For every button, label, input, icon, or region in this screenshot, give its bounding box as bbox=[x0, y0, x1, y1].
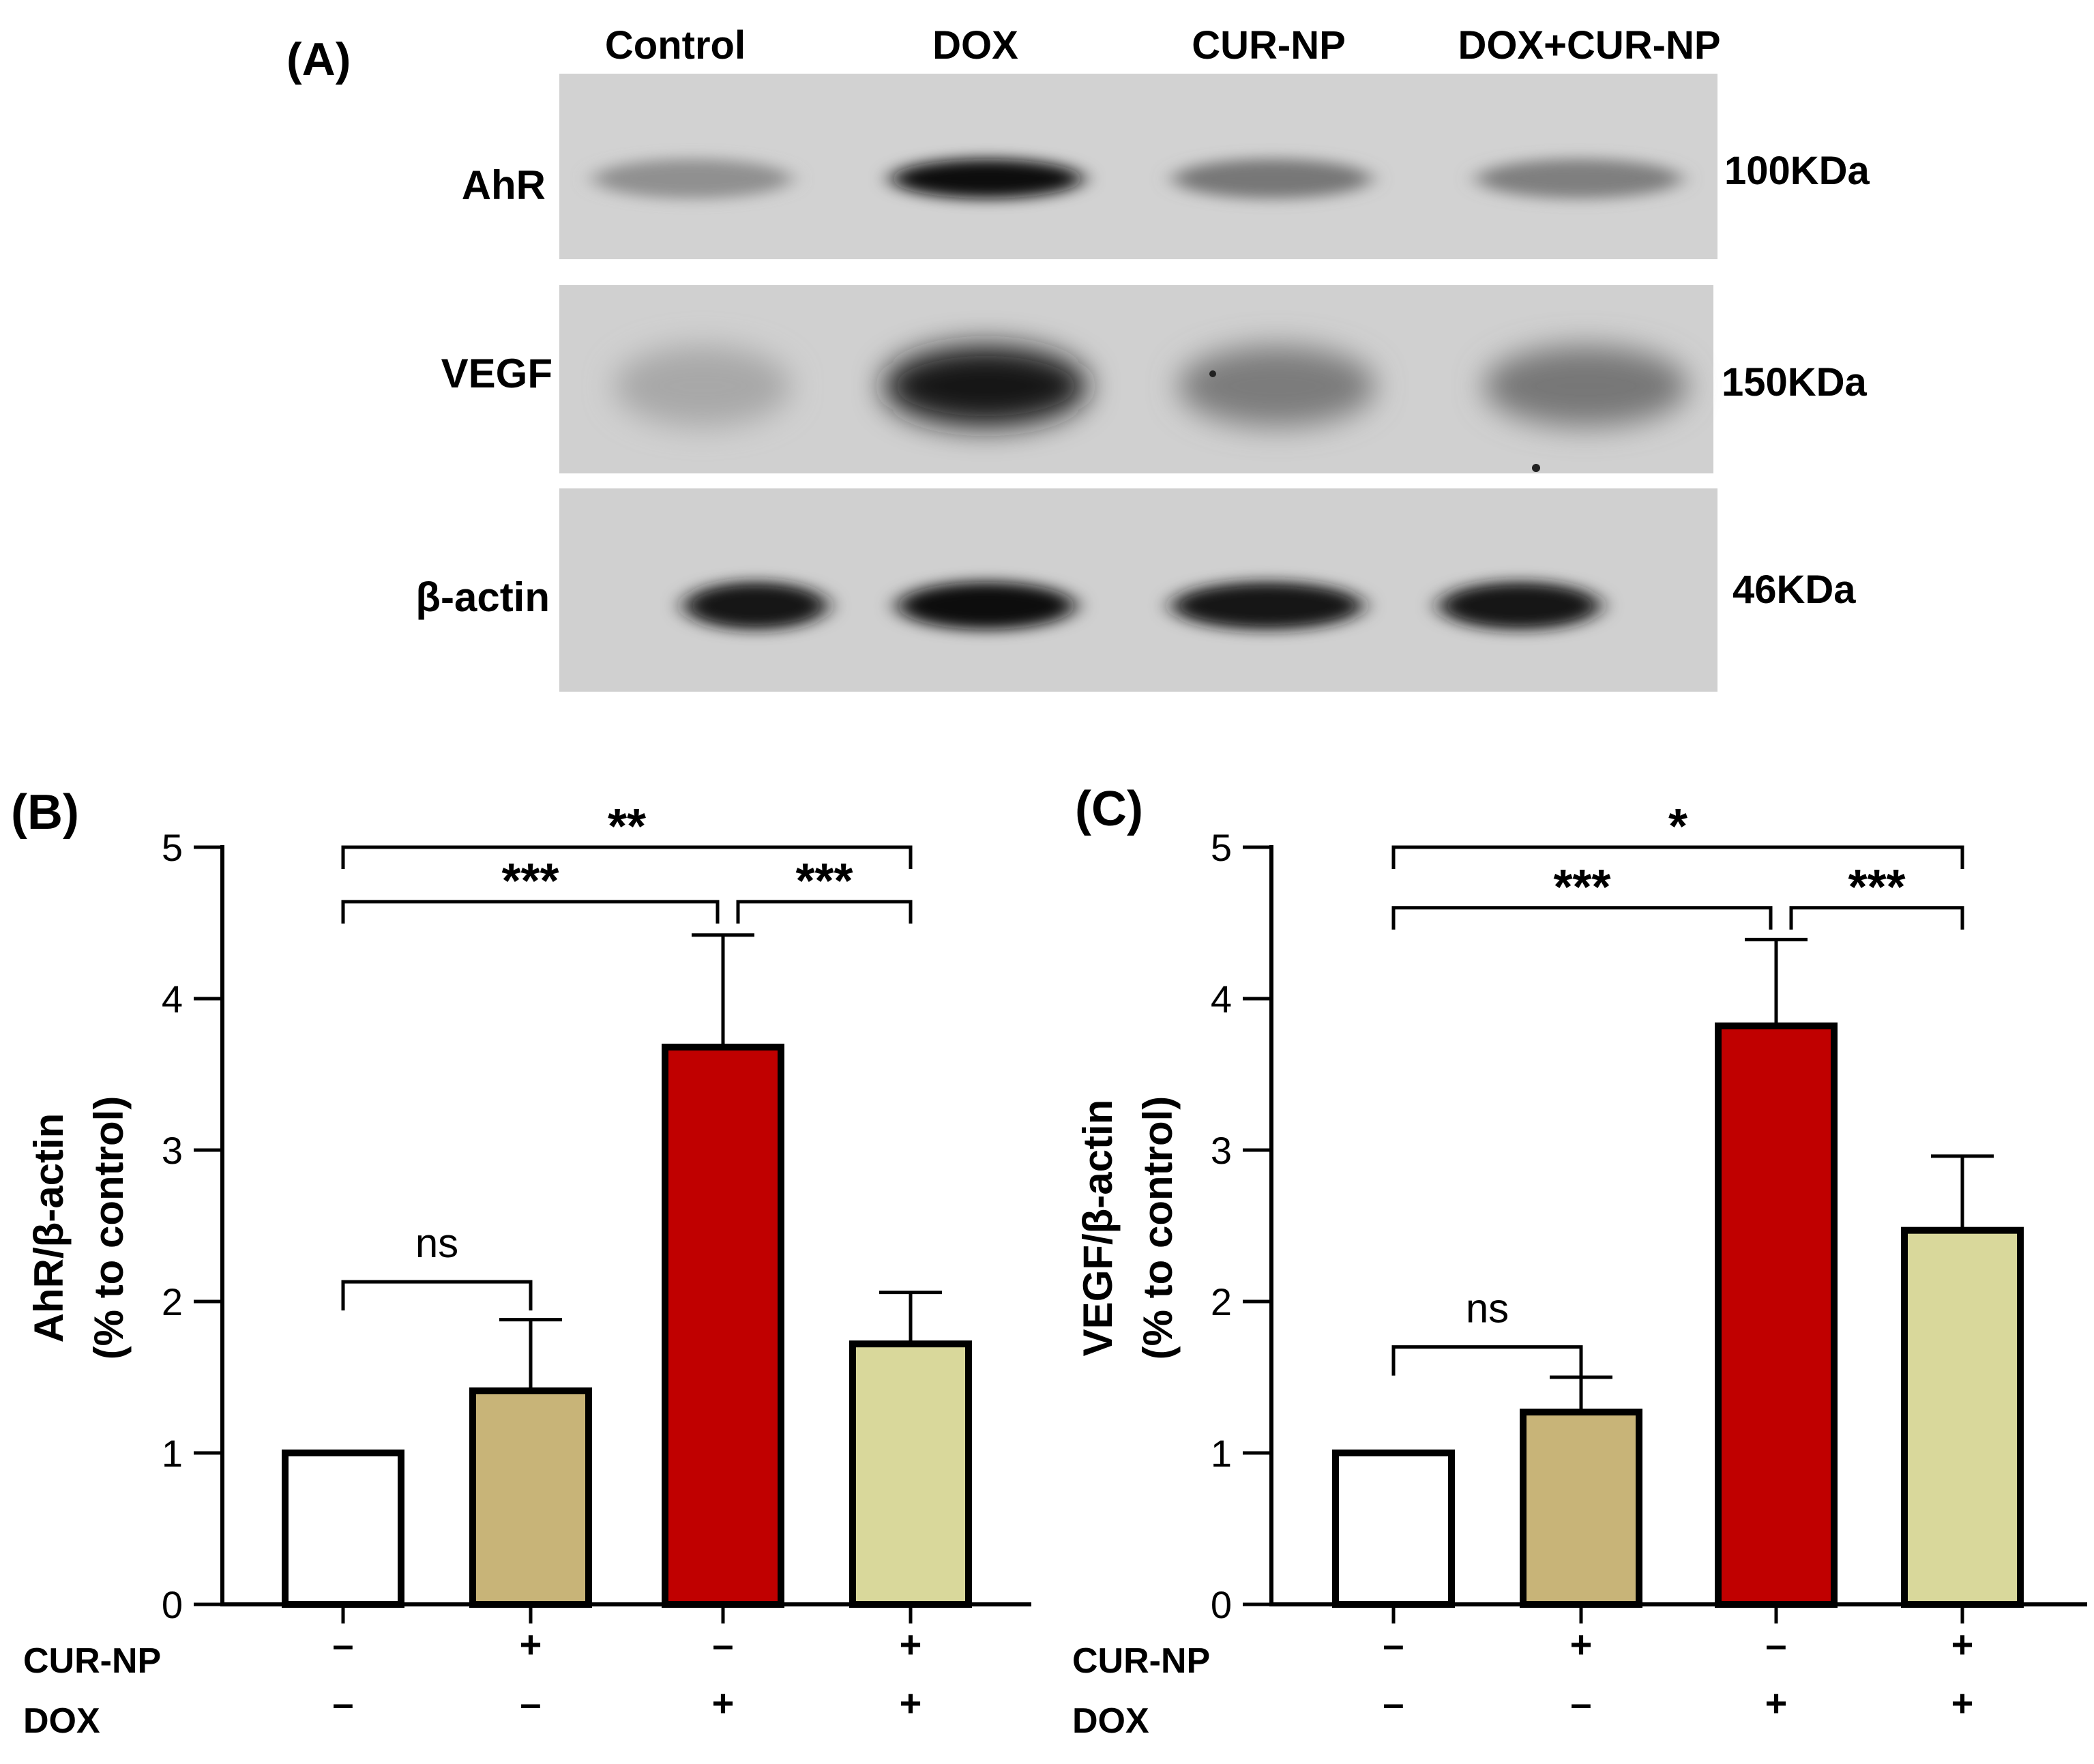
size-label-ahr: 100KDa bbox=[1724, 149, 1870, 193]
cur-np-sign: – bbox=[1383, 1623, 1404, 1666]
bar bbox=[849, 1340, 972, 1608]
dox-sign: + bbox=[1765, 1681, 1788, 1724]
significance-label: * bbox=[1668, 799, 1687, 854]
dox-sign: – bbox=[1383, 1681, 1404, 1724]
size-label-vegf: 150KDa bbox=[1722, 360, 1868, 405]
cur-np-sign: + bbox=[1570, 1623, 1593, 1666]
blot-band bbox=[684, 582, 827, 630]
significance-label: *** bbox=[795, 854, 853, 909]
y-tick-label: 4 bbox=[1211, 977, 1232, 1020]
y-tick-label: 2 bbox=[162, 1280, 183, 1323]
significance-bracket bbox=[1789, 906, 1964, 930]
cur-np-sign: + bbox=[900, 1623, 922, 1666]
blot-beta-actin: β-actin 46KDa bbox=[415, 488, 1856, 692]
blot-band bbox=[1178, 346, 1376, 426]
blot-band bbox=[1439, 582, 1600, 630]
significance-label: *** bbox=[501, 854, 559, 909]
significance-bracket bbox=[341, 845, 913, 869]
protein-label-beta-actin: β-actin bbox=[415, 574, 550, 620]
protein-label-vegf: VEGF bbox=[441, 351, 552, 396]
lane-label-cur-np: CUR-NP bbox=[1192, 23, 1346, 68]
significance-bracket bbox=[1391, 1345, 1583, 1376]
lane-labels: Control DOX CUR-NP DOX+CUR-NP bbox=[605, 23, 1721, 68]
y-tick-label: 3 bbox=[162, 1129, 183, 1172]
bar bbox=[1332, 1450, 1455, 1608]
blot-band bbox=[883, 346, 1088, 426]
dox-sign: + bbox=[1951, 1681, 1974, 1724]
lane-label-control: Control bbox=[605, 23, 746, 68]
blot-band bbox=[614, 346, 791, 426]
blot-band bbox=[1477, 159, 1681, 199]
row-label-dox: DOX bbox=[23, 1701, 100, 1741]
dox-sign: – bbox=[520, 1681, 541, 1724]
panel-a-label: (A) bbox=[286, 33, 351, 85]
significance-bracket bbox=[1391, 906, 1773, 930]
blot-vegf: VEGF 150KDa bbox=[441, 285, 1868, 473]
bar bbox=[1901, 1226, 2024, 1608]
significance-bracket bbox=[341, 1280, 533, 1311]
y-tick-label: 5 bbox=[162, 826, 183, 869]
bar bbox=[1715, 1022, 1838, 1608]
y-axis-label-line2: (% to control) bbox=[86, 1096, 132, 1360]
significance-label: ns bbox=[415, 1220, 458, 1266]
y-tick-label: 5 bbox=[1211, 826, 1232, 869]
significance-bracket bbox=[736, 900, 913, 924]
bar bbox=[662, 1044, 784, 1608]
y-tick-label: 3 bbox=[1211, 1129, 1232, 1172]
y-axis-label-line2: (% to control) bbox=[1135, 1096, 1181, 1360]
cur-np-sign: – bbox=[1765, 1623, 1786, 1666]
dox-sign: + bbox=[900, 1681, 922, 1724]
cur-np-sign: – bbox=[332, 1623, 353, 1666]
cur-np-sign: + bbox=[1951, 1623, 1974, 1666]
blot-band bbox=[1172, 582, 1363, 630]
lane-label-dox-cur-np: DOX+CUR-NP bbox=[1458, 23, 1720, 68]
y-axis-label: AhR/β-actin (% to control) bbox=[26, 1096, 132, 1360]
blot-speck bbox=[1209, 370, 1216, 377]
bar bbox=[469, 1387, 592, 1608]
blot-ahr: AhR 100KDa bbox=[462, 74, 1870, 259]
y-tick-label: 1 bbox=[162, 1432, 183, 1475]
dox-sign: + bbox=[712, 1681, 735, 1724]
panel-label: (B) bbox=[11, 785, 79, 840]
blot-band bbox=[891, 159, 1082, 199]
significance-label: ** bbox=[608, 799, 646, 854]
cur-np-sign: + bbox=[520, 1623, 542, 1666]
y-tick-label: 2 bbox=[1211, 1280, 1232, 1323]
dox-sign: – bbox=[332, 1681, 353, 1724]
bar bbox=[1520, 1409, 1642, 1608]
blot-band bbox=[1484, 346, 1688, 426]
panel-label: (C) bbox=[1075, 782, 1143, 836]
significance-label: *** bbox=[1553, 860, 1610, 915]
y-tick-label: 0 bbox=[1211, 1583, 1232, 1626]
row-label-cur-np: CUR-NP bbox=[1072, 1641, 1210, 1681]
y-tick-label: 1 bbox=[1211, 1432, 1232, 1475]
row-label-dox: DOX bbox=[1072, 1701, 1149, 1741]
y-tick-label: 0 bbox=[162, 1583, 183, 1626]
lane-label-dox: DOX bbox=[932, 23, 1018, 68]
y-axis-label: VEGF/β-actin (% to control) bbox=[1075, 1096, 1181, 1360]
bar bbox=[282, 1450, 404, 1608]
panel-a: (A) Control DOX CUR-NP DOX+CUR-NP AhR 10… bbox=[286, 23, 1870, 692]
dox-sign: – bbox=[1570, 1681, 1591, 1724]
significance-bracket bbox=[341, 900, 720, 924]
cur-np-sign: – bbox=[712, 1623, 733, 1666]
y-axis-label-line1: VEGF/β-actin bbox=[1075, 1100, 1121, 1357]
row-label-cur-np: CUR-NP bbox=[23, 1641, 161, 1681]
blot-speck bbox=[1532, 464, 1540, 472]
protein-label-ahr: AhR bbox=[462, 162, 546, 208]
y-axis-label-line1: AhR/β-actin bbox=[26, 1113, 72, 1343]
significance-label: ns bbox=[1466, 1286, 1509, 1332]
blot-band bbox=[593, 159, 791, 199]
significance-bracket bbox=[1391, 845, 1964, 869]
blot-band bbox=[1173, 159, 1371, 199]
blot-band bbox=[898, 582, 1075, 630]
significance-label: *** bbox=[1848, 860, 1905, 915]
y-tick-label: 4 bbox=[162, 977, 183, 1020]
size-label-beta-actin: 46KDa bbox=[1732, 568, 1856, 612]
